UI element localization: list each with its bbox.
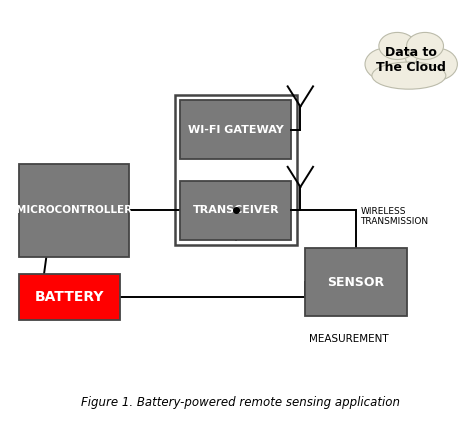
- Bar: [18, 164, 129, 257]
- Text: WIRELESS
TRANSMISSION: WIRELESS TRANSMISSION: [360, 207, 428, 227]
- Text: MEASUREMENT: MEASUREMENT: [309, 335, 389, 344]
- Text: Figure 1. Battery-powered remote sensing application: Figure 1. Battery-powered remote sensing…: [81, 396, 400, 409]
- Text: WI-FI GATEWAY: WI-FI GATEWAY: [188, 125, 283, 135]
- Text: TRANSCEIVER: TRANSCEIVER: [192, 205, 279, 215]
- Bar: [175, 95, 297, 245]
- Ellipse shape: [372, 62, 446, 89]
- Bar: [180, 100, 291, 160]
- Text: BATTERY: BATTERY: [35, 290, 104, 304]
- Text: SENSOR: SENSOR: [327, 276, 384, 289]
- Bar: [18, 274, 120, 320]
- Text: MICROCONTROLLER: MICROCONTROLLER: [16, 205, 132, 215]
- Ellipse shape: [376, 36, 441, 83]
- Text: Data to
The Cloud: Data to The Cloud: [376, 46, 446, 74]
- Ellipse shape: [365, 48, 407, 80]
- Ellipse shape: [416, 48, 457, 80]
- Ellipse shape: [379, 33, 416, 60]
- Bar: [305, 248, 407, 316]
- Bar: [180, 181, 291, 240]
- Ellipse shape: [407, 33, 444, 60]
